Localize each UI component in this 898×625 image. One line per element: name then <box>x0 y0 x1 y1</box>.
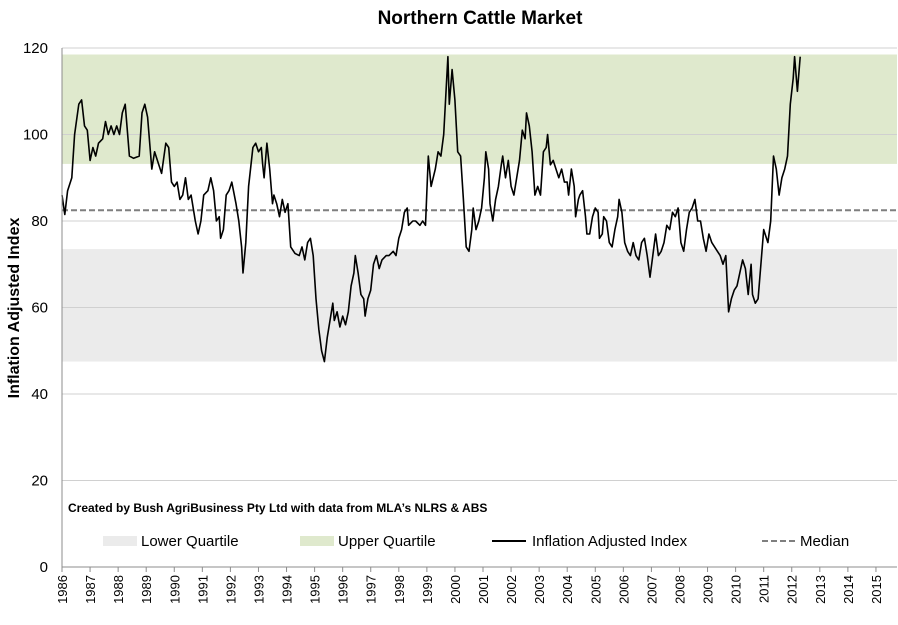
x-tick-label-24: 2010 <box>729 575 744 604</box>
x-tick-label-10: 1996 <box>336 575 351 604</box>
axes <box>61 48 897 568</box>
series-line-0 <box>61 55 801 363</box>
legend-label-median: Median <box>800 533 849 550</box>
x-tick-label-6: 1992 <box>223 575 238 604</box>
x-tick-label-7: 1993 <box>251 575 266 604</box>
x-tick-label-17: 2003 <box>532 575 547 604</box>
quartile-band-1 <box>62 54 897 164</box>
y-tick-label-6: 120 <box>23 40 48 57</box>
y-tick-label-2: 40 <box>31 386 48 403</box>
x-tick-label-26: 2012 <box>785 575 800 604</box>
y-tick-label-1: 20 <box>31 473 48 490</box>
credit-annotation: Created by Bush AgriBusiness Pty Ltd wit… <box>68 501 487 515</box>
x-tick-label-29: 2015 <box>869 575 884 604</box>
quartile-band-0 <box>62 249 897 362</box>
legend-label-index: Inflation Adjusted Index <box>532 533 688 550</box>
x-tick-label-13: 1999 <box>420 575 435 604</box>
x-tick-label-21: 2007 <box>644 575 659 604</box>
x-tick-label-23: 2009 <box>701 575 716 604</box>
series-lines <box>61 55 801 363</box>
x-tick-label-15: 2001 <box>476 575 491 604</box>
x-tick-labels: 1986 1987 1988 1989 1990 1991 1992 1993 1994 1995… <box>55 567 884 604</box>
y-tick-label-3: 60 <box>31 300 48 317</box>
y-tick-labels: 0 20 40 60 80 100 120 <box>23 40 48 576</box>
x-tick-label-5: 1991 <box>195 575 210 604</box>
x-tick-label-3: 1989 <box>139 575 154 604</box>
x-tick-label-2: 1988 <box>111 575 126 604</box>
x-tick-label-28: 2014 <box>841 575 856 604</box>
x-tick-label-25: 2011 <box>757 575 772 603</box>
x-tick-label-27: 2013 <box>813 575 828 604</box>
x-tick-label-9: 1995 <box>308 575 323 604</box>
x-tick-label-0: 1986 <box>55 575 70 604</box>
y-tick-label-4: 80 <box>31 213 48 230</box>
y-tick-label-0: 0 <box>40 559 48 576</box>
x-tick-label-8: 1994 <box>280 575 295 604</box>
x-tick-label-22: 2008 <box>672 575 687 604</box>
x-tick-label-14: 2000 <box>448 575 463 604</box>
chart-title: Northern Cattle Market <box>378 8 583 29</box>
x-tick-label-19: 2005 <box>588 575 603 604</box>
x-tick-label-16: 2002 <box>504 575 519 604</box>
x-tick-label-20: 2006 <box>616 575 631 604</box>
gridlines <box>62 47 897 481</box>
legend: Lower Quartile Upper Quartile Inflation … <box>103 533 849 550</box>
x-tick-label-1: 1987 <box>83 575 98 604</box>
legend-label-upper-quartile: Upper Quartile <box>338 533 436 550</box>
legend-swatch-lower-quartile <box>103 536 137 546</box>
y-tick-label-5: 100 <box>23 127 48 144</box>
legend-label-lower-quartile: Lower Quartile <box>141 533 239 550</box>
y-axis-label: Inflation Adjusted Index <box>6 218 23 399</box>
legend-swatch-upper-quartile <box>300 536 334 546</box>
x-tick-label-4: 1990 <box>167 575 182 604</box>
quartile-bands <box>62 54 897 362</box>
x-tick-label-12: 1998 <box>392 575 407 604</box>
x-tick-label-18: 2004 <box>560 575 575 604</box>
x-tick-label-11: 1997 <box>364 575 379 604</box>
